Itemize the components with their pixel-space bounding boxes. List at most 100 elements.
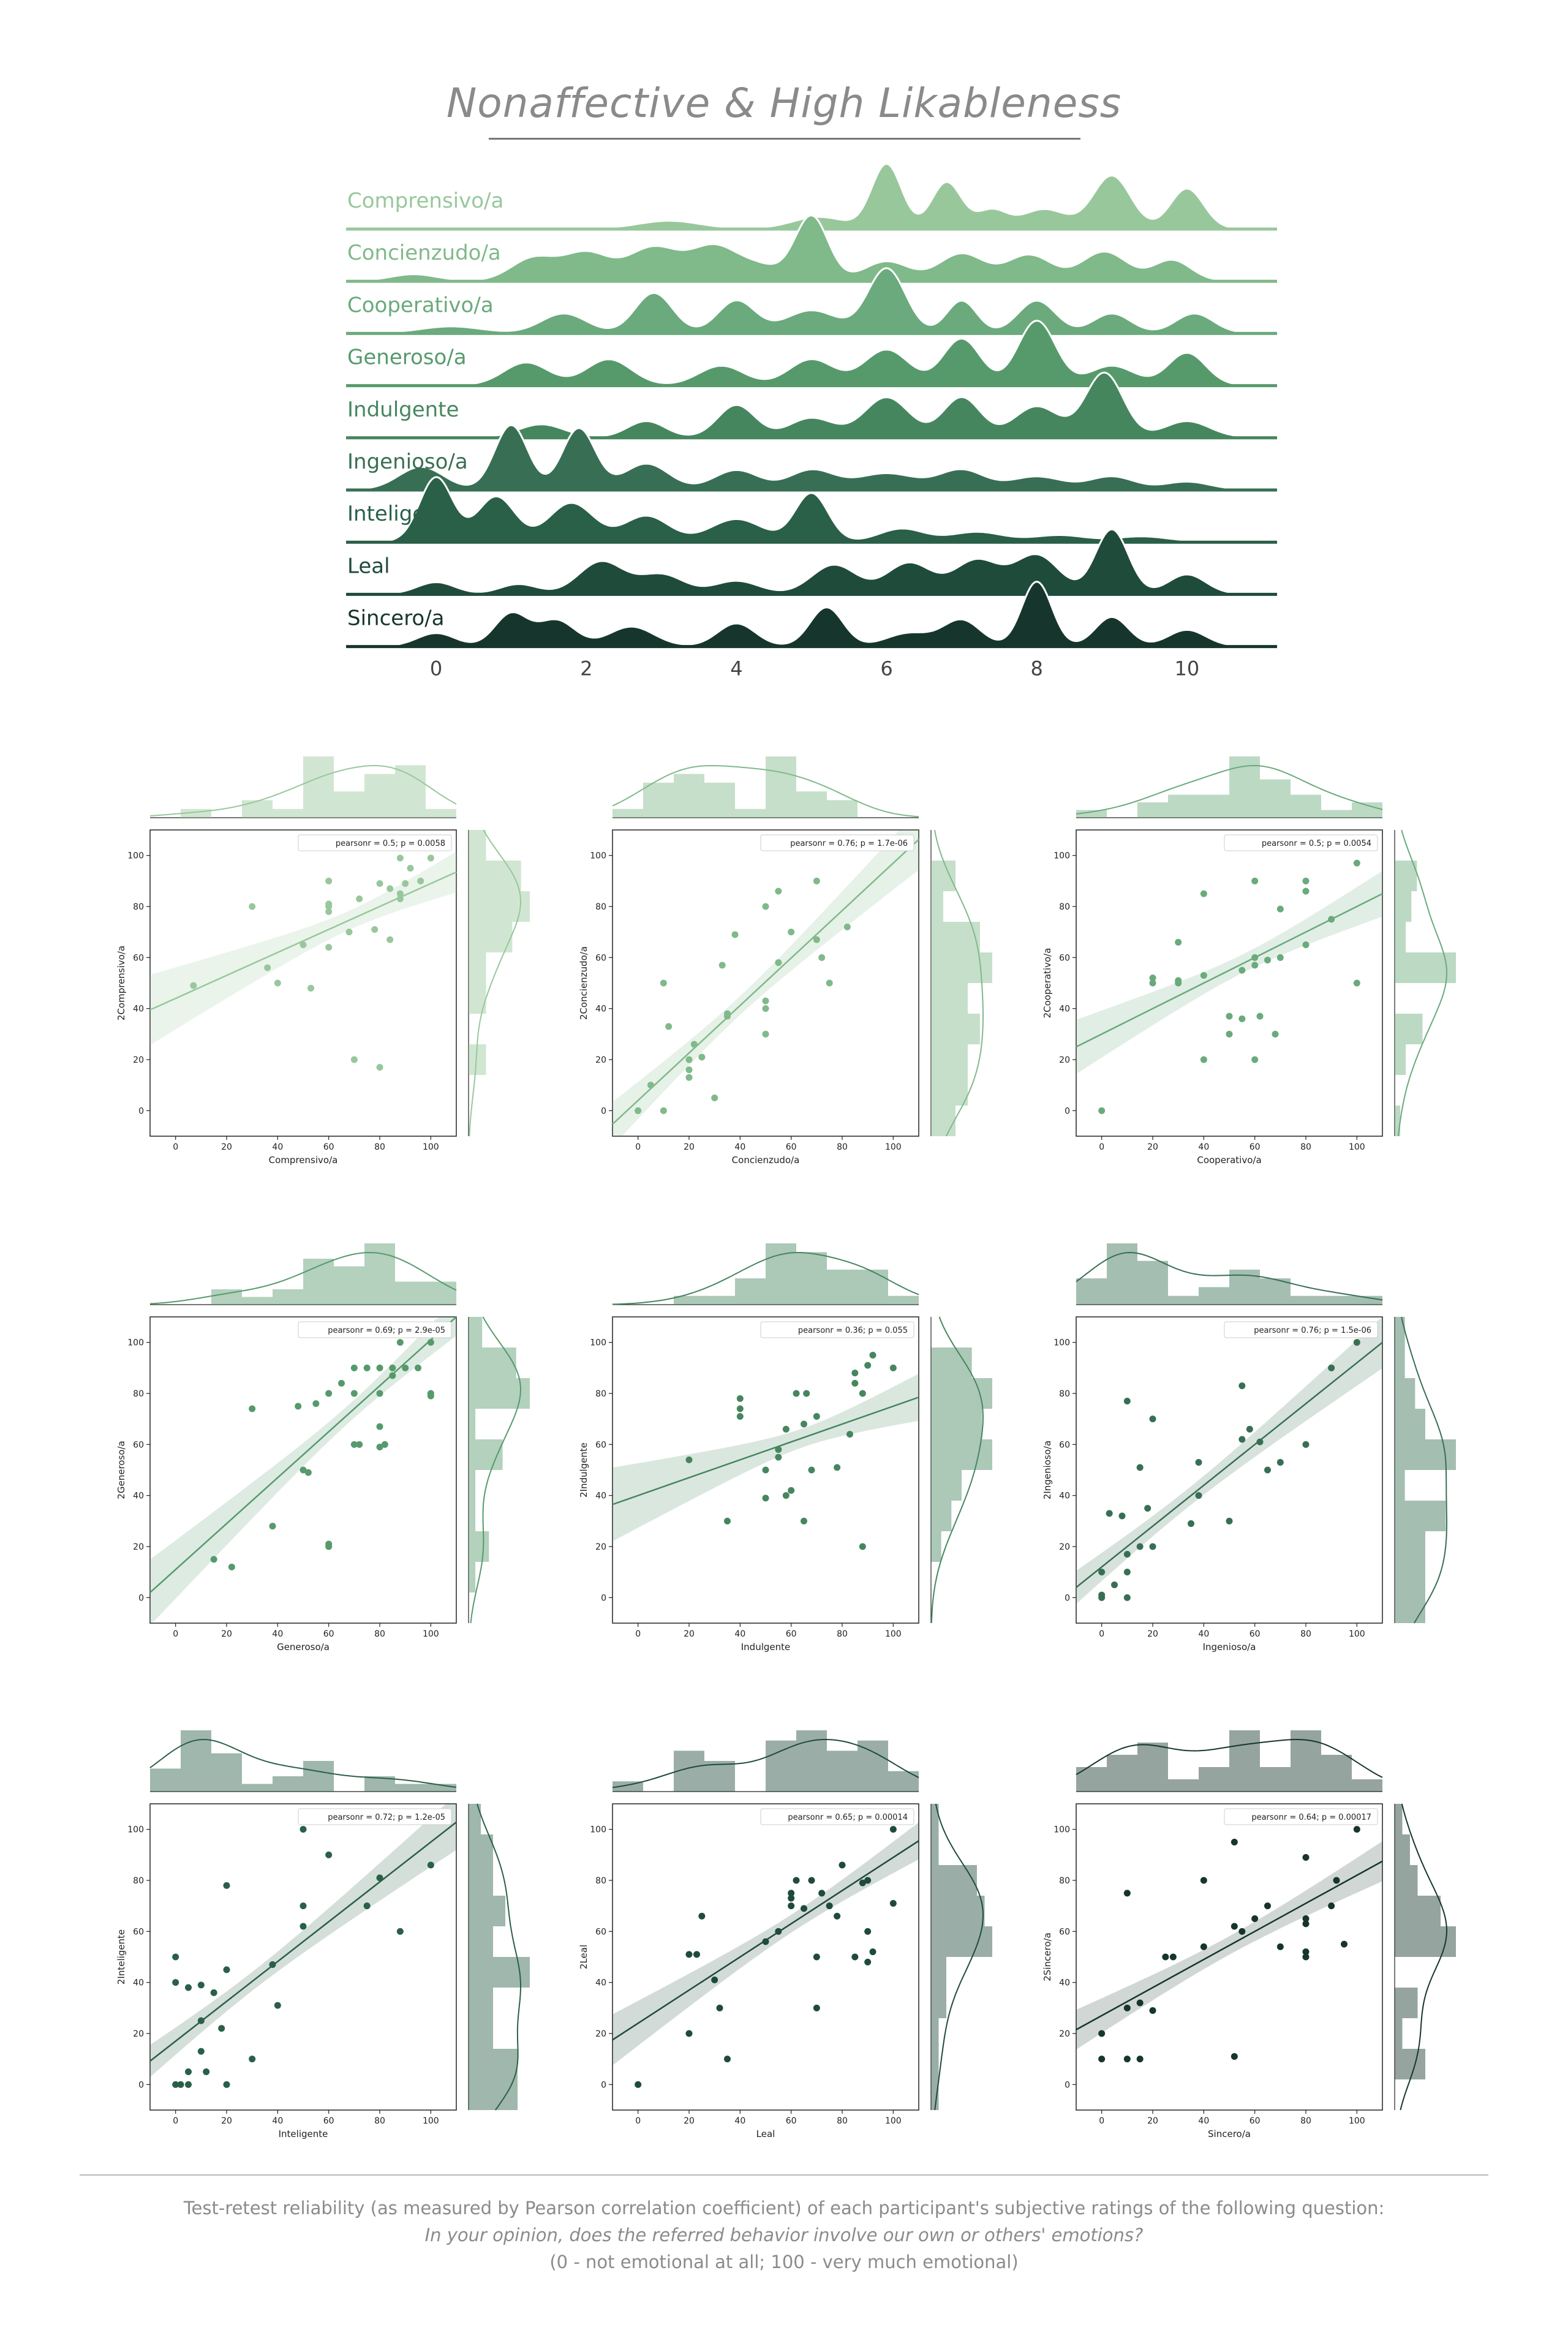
data-point — [762, 1030, 769, 1038]
marginal-x-bar — [303, 756, 334, 818]
data-point — [407, 865, 414, 872]
data-point — [788, 1890, 795, 1897]
y-tick-label: 60 — [595, 953, 606, 963]
data-point — [376, 1423, 383, 1430]
data-point — [808, 1466, 815, 1474]
marginal-x-bar — [643, 782, 674, 818]
ridge-label: Sincero/a — [347, 606, 445, 631]
marginal-y-kde — [477, 1803, 521, 2111]
ridge-x-tick: 8 — [1031, 657, 1043, 680]
ridge-density-outline — [346, 319, 1277, 386]
data-point — [889, 1364, 897, 1371]
data-point — [762, 1466, 769, 1474]
marginal-x-bar — [395, 1784, 426, 1792]
legend-text: pearsonr = 0.5; p = 0.0058 — [336, 839, 445, 848]
data-point — [300, 1826, 307, 1833]
marginal-y-bar — [931, 1501, 952, 1531]
marginal-y-bar — [931, 1439, 992, 1470]
y-tick-label: 20 — [133, 1542, 144, 1552]
plot-frame — [612, 1803, 919, 2111]
data-point — [1144, 1505, 1152, 1512]
data-point — [834, 1912, 841, 1920]
y-tick-label: 40 — [133, 1005, 144, 1014]
marginal-x-bar — [827, 1269, 858, 1305]
x-tick-label: 60 — [323, 2116, 334, 2126]
data-point — [1231, 2053, 1238, 2060]
marginal-x-bar — [1352, 1295, 1382, 1305]
legend-text: pearsonr = 0.65; p = 0.00014 — [788, 1813, 908, 1822]
x-tick-label: 100 — [885, 1629, 902, 1639]
data-point — [1256, 1012, 1264, 1020]
data-point — [249, 2056, 256, 2063]
y-tick-label: 40 — [595, 1491, 606, 1501]
data-point — [1123, 2056, 1131, 2063]
data-point — [190, 982, 197, 989]
marginal-x-bar — [888, 1295, 919, 1305]
ridge-density-outline — [345, 424, 1277, 491]
data-point — [869, 1948, 876, 1956]
data-point — [762, 1494, 769, 1502]
data-point — [386, 936, 394, 943]
data-point — [1149, 979, 1156, 987]
marginal-x-kde — [612, 764, 919, 818]
jointplot-indulgente: 0 0 20 20 40 40 60 60 80 80 100 100 Indulgente 2Indul… — [576, 1219, 992, 1654]
data-point — [300, 1466, 307, 1474]
y-tick-label: 60 — [133, 1440, 144, 1450]
marginal-y-bar — [1395, 2018, 1403, 2049]
data-point — [782, 1492, 790, 1499]
caption-divider — [80, 2174, 1488, 2176]
y-tick-label: 80 — [133, 1389, 144, 1399]
data-point — [228, 1563, 235, 1570]
data-point — [801, 1517, 807, 1525]
y-tick-label: 100 — [590, 1825, 606, 1835]
legend-text: pearsonr = 0.72; p = 1.2e-05 — [328, 1813, 445, 1822]
marginal-y-bar — [469, 1562, 476, 1593]
x-tick-label: 40 — [272, 2116, 283, 2126]
x-axis-label: Indulgente — [741, 1642, 791, 1653]
marginal-y-bar — [1395, 1470, 1405, 1501]
data-point — [665, 1023, 673, 1030]
marginal-y-bar — [931, 952, 992, 983]
data-point — [1149, 1543, 1156, 1550]
data-point — [869, 1352, 876, 1359]
data-point — [415, 1364, 421, 1371]
x-tick-label: 40 — [1198, 2116, 1209, 2126]
marginal-x-bar — [888, 1771, 919, 1792]
marginal-y-kde — [930, 1316, 984, 1624]
ridge-x-tick: 6 — [880, 657, 892, 680]
data-point — [775, 959, 782, 967]
data-point — [1195, 1459, 1202, 1466]
marginal-y-bar — [1395, 1834, 1410, 1865]
marginal-x-bar — [1137, 802, 1168, 818]
data-point — [859, 1543, 866, 1550]
marginal-x-bar — [1076, 1278, 1107, 1305]
ridge-leal: Leal — [346, 528, 1277, 596]
data-point — [1226, 1030, 1233, 1038]
jointplot-generoso: 0 0 20 20 40 40 60 60 80 80 100 100 Generoso/a 2Gener… — [113, 1219, 530, 1654]
data-point — [1238, 1436, 1246, 1443]
marginal-x-bar — [242, 1297, 273, 1305]
x-tick-label: 40 — [734, 1629, 745, 1639]
marginal-y-bar — [931, 1014, 980, 1044]
data-point — [1246, 1425, 1253, 1433]
x-tick-label: 80 — [837, 1142, 848, 1152]
marginal-y-bar — [931, 1378, 992, 1409]
y-tick-label: 80 — [133, 1876, 144, 1886]
x-tick-label: 40 — [272, 1142, 283, 1152]
data-point — [1226, 1012, 1233, 1020]
marginal-y-bar — [469, 1926, 493, 1957]
data-point — [1276, 905, 1284, 913]
data-point — [826, 1902, 833, 1910]
confidence-band — [612, 1373, 919, 1542]
data-point — [793, 1877, 800, 1884]
marginal-y-bar — [931, 2018, 939, 2049]
marginal-y-bar — [469, 1865, 493, 1896]
data-point — [356, 1441, 363, 1448]
regression-line — [149, 1316, 457, 1593]
data-point — [1226, 1517, 1233, 1525]
marginal-y-bar — [931, 1988, 946, 2018]
jointplot-inteligente: 0 0 20 20 40 40 60 60 80 80 100 100 Inteligente 2Inte… — [113, 1706, 530, 2141]
y-tick-label: 0 — [1065, 1106, 1070, 1116]
y-tick-label: 0 — [601, 1106, 606, 1116]
marginal-x-bar — [858, 1269, 888, 1305]
